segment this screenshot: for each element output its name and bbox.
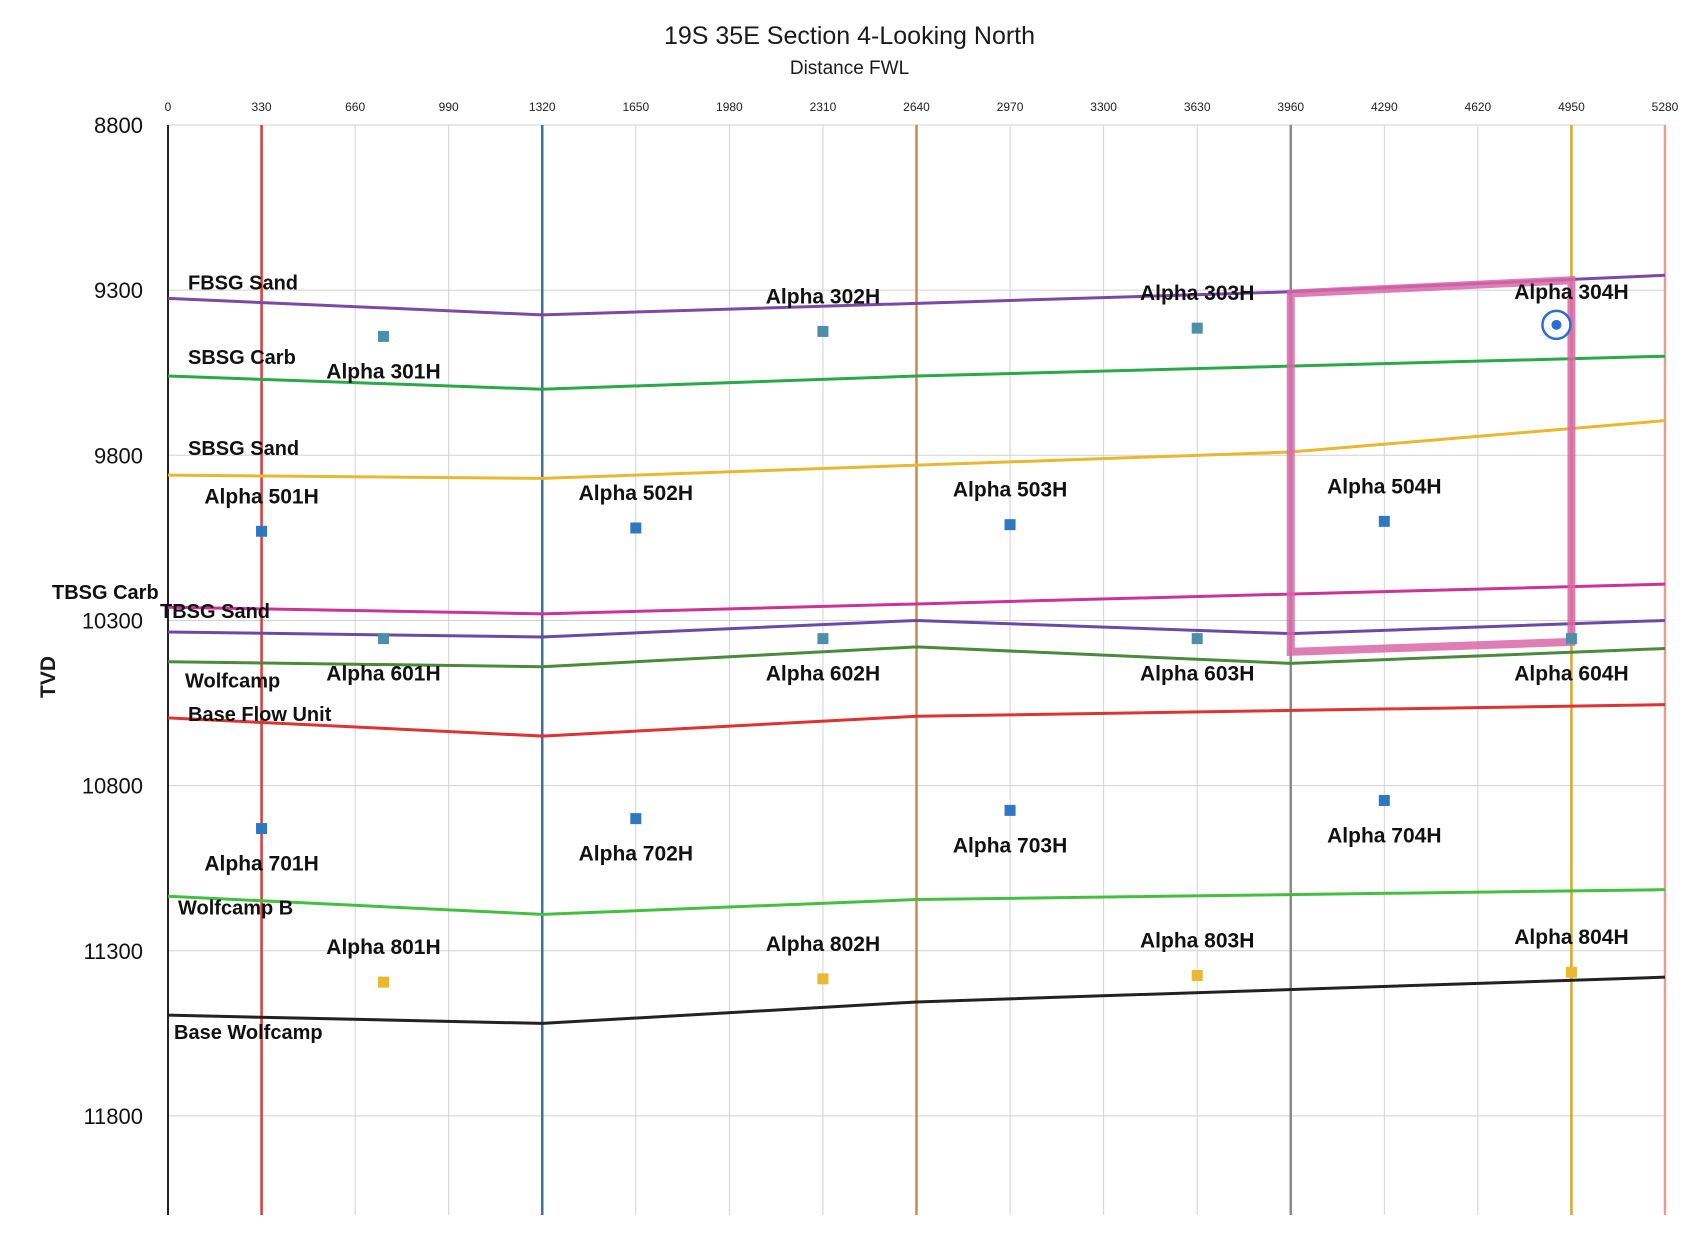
well-marker-alpha-303h (1191, 322, 1203, 334)
layer-line-base-flow-unit (167, 703, 1666, 738)
y-tick-label-11300: 11300 (83, 939, 143, 964)
x-tick-label-0: 0 (165, 100, 172, 114)
well-label-alpha-503h: Alpha 503H (953, 479, 1067, 502)
well-marker-alpha-504h (1378, 515, 1390, 527)
layer-line-wolfcamp (167, 645, 1666, 669)
well-label-alpha-704h: Alpha 704H (1327, 824, 1441, 847)
chart-subtitle: Distance FWL (789, 58, 910, 79)
highlight-box (1286, 276, 1576, 656)
well-label-alpha-302h: Alpha 302H (766, 285, 880, 308)
well-label-alpha-702h: Alpha 702H (579, 843, 693, 866)
well-label-alpha-803h: Alpha 803H (1140, 930, 1254, 953)
x-tick-label-1650: 1650 (622, 100, 649, 114)
y-tick-label-10800: 10800 (82, 774, 143, 799)
well-marker-alpha-703h (1004, 804, 1016, 816)
layer-label-base-flow-unit: Base Flow Unit (188, 704, 332, 726)
well-label-alpha-604h: Alpha 604H (1514, 663, 1628, 686)
well-marker-alpha-704h (1378, 794, 1390, 806)
x-tick-label-3960: 3960 (1277, 100, 1304, 114)
well-marker-alpha-702h (630, 813, 642, 825)
well-marker-alpha-503h (1004, 519, 1016, 531)
y-tick-label-8800: 8800 (94, 113, 143, 138)
y-tick-label-10300: 10300 (82, 608, 143, 633)
layer-line-tbsg-sand (167, 618, 1666, 639)
layer-label-sbsg-sand: SBSG Sand (188, 438, 299, 460)
well-marker-alpha-801h (377, 976, 389, 988)
well-label-alpha-701h: Alpha 701H (204, 853, 318, 876)
well-label-alpha-603h: Alpha 603H (1140, 663, 1254, 686)
x-tick-label-3630: 3630 (1184, 100, 1211, 114)
well-label-alpha-703h: Alpha 703H (953, 834, 1067, 857)
well-label-alpha-802h: Alpha 802H (766, 933, 880, 956)
chart-title: 19S 35E Section 4-Looking North (663, 22, 1036, 50)
layer-label-base-wolfcamp: Base Wolfcamp (174, 1022, 323, 1044)
layer-label-fbsg-sand: FBSG Sand (188, 272, 298, 294)
well-marker-alpha-804h (1565, 966, 1577, 978)
x-tick-label-330: 330 (252, 100, 272, 114)
y-tick-label-9800: 9800 (94, 443, 143, 468)
well-label-alpha-303h: Alpha 303H (1140, 282, 1254, 305)
y-tick-label-11800: 11800 (83, 1104, 143, 1129)
well-marker-alpha-302h (817, 325, 829, 337)
x-tick-label-1980: 1980 (716, 100, 743, 114)
well-marker-alpha-604h (1565, 633, 1577, 645)
layer-label-wolfcamp: Wolfcamp (185, 671, 280, 693)
layer-line-wolfcamp-b (167, 888, 1666, 916)
well-marker-alpha-701h (256, 823, 268, 835)
well-marker-alpha-502h (630, 522, 642, 534)
well-label-alpha-304h: Alpha 304H (1514, 281, 1628, 304)
x-tick-label-4290: 4290 (1371, 100, 1398, 114)
x-tick-label-660: 660 (345, 100, 365, 114)
layer-label-sbsg-carb: SBSG Carb (188, 347, 296, 369)
y-tick-label-9300: 9300 (94, 278, 143, 303)
well-label-alpha-502h: Alpha 502H (579, 482, 693, 505)
layer-label-tbsg-carb: TBSG Carb (52, 582, 159, 604)
well-label-alpha-301h: Alpha 301H (326, 360, 440, 383)
layer-label-wolfcamp-b: Wolfcamp B (178, 897, 293, 919)
well-label-alpha-501h: Alpha 501H (204, 485, 318, 508)
well-label-alpha-601h: Alpha 601H (326, 663, 440, 686)
well-label-alpha-602h: Alpha 602H (766, 663, 880, 686)
x-tick-label-990: 990 (439, 100, 459, 114)
layer-line-base-wolfcamp (167, 975, 1666, 1025)
well-label-alpha-801h: Alpha 801H (326, 936, 440, 959)
well-marker-alpha-301h (377, 330, 389, 342)
well-marker-alpha-602h (817, 633, 829, 645)
well-label-alpha-504h: Alpha 504H (1327, 475, 1441, 498)
well-marker-alpha-603h (1191, 633, 1203, 645)
well-marker-dot-alpha-304h (1551, 319, 1562, 330)
x-tick-label-2310: 2310 (810, 100, 837, 114)
x-tick-label-4620: 4620 (1465, 100, 1492, 114)
x-tick-label-4950: 4950 (1558, 100, 1585, 114)
well-marker-alpha-501h (256, 525, 268, 537)
x-tick-label-5280: 5280 (1652, 100, 1679, 114)
well-marker-alpha-803h (1191, 970, 1203, 982)
x-tick-label-2640: 2640 (903, 100, 930, 114)
well-marker-alpha-601h (377, 633, 389, 645)
layer-line-sbsg-sand (167, 419, 1666, 480)
well-label-alpha-804h: Alpha 804H (1514, 926, 1628, 949)
x-tick-label-2970: 2970 (997, 100, 1024, 114)
x-tick-label-1320: 1320 (529, 100, 556, 114)
x-tick-label-3300: 3300 (1090, 100, 1117, 114)
layer-label-tbsg-sand: TBSG Sand (160, 601, 270, 623)
well-marker-alpha-802h (817, 973, 829, 985)
